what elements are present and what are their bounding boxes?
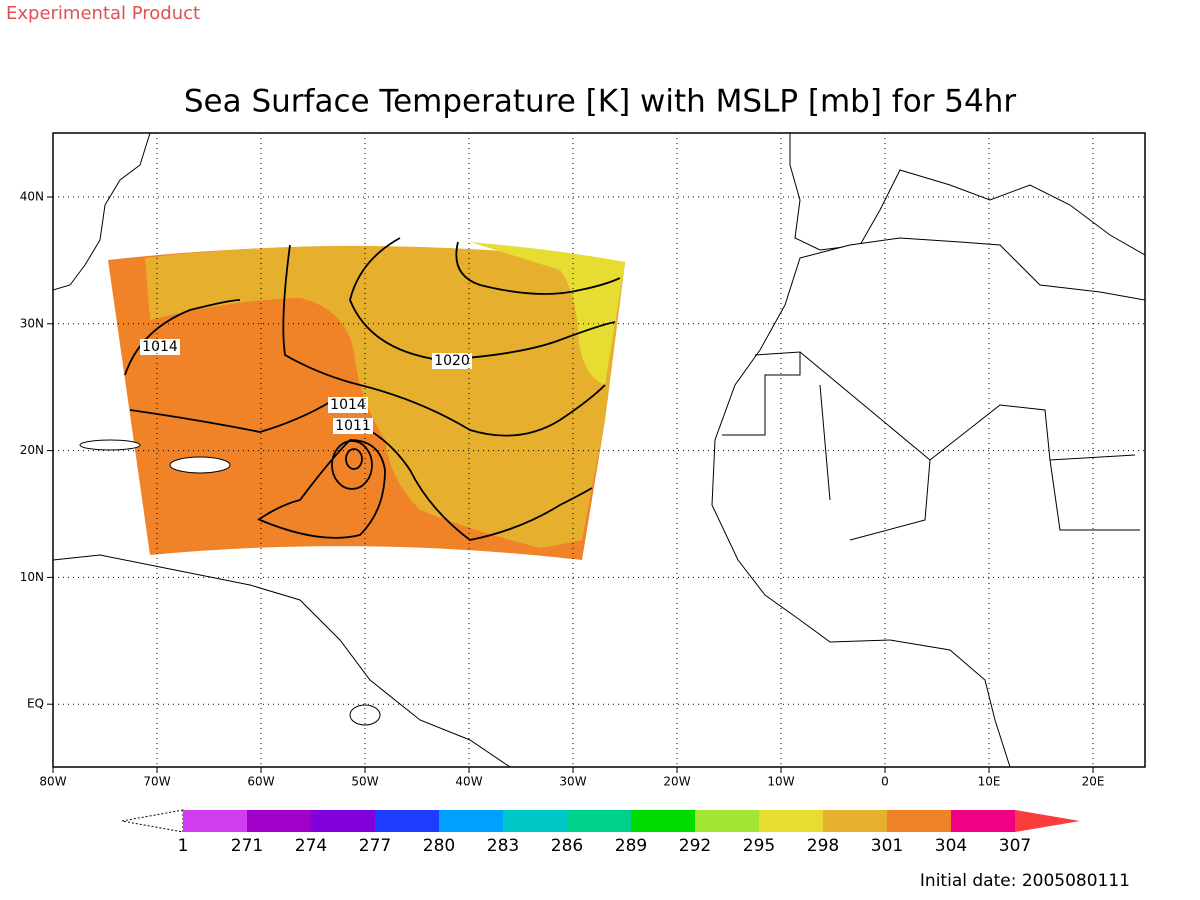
- borders: [722, 351, 1140, 541]
- lon-label: 40W: [455, 775, 482, 789]
- map: [53, 133, 1145, 767]
- colorbar-label: 304: [935, 836, 967, 856]
- colorbar-box: [503, 810, 567, 832]
- sst-gold: [145, 245, 625, 548]
- lat-label: 20N: [20, 443, 44, 457]
- sst-yellow: [470, 242, 625, 385]
- colorbar-box: [375, 810, 439, 832]
- colorbar-label: 271: [231, 836, 263, 856]
- lon-label: 50W: [351, 775, 378, 789]
- contour-label-box: [140, 339, 180, 355]
- contour-label: 1014: [142, 339, 178, 355]
- colorbar-arrow: [1015, 810, 1080, 832]
- colorbar-box: [439, 810, 503, 832]
- south-america: [53, 554, 511, 767]
- colorbar-label: 292: [679, 836, 711, 856]
- lon-label: 10W: [767, 775, 794, 789]
- contour-label: 1020: [434, 353, 470, 369]
- colorbar-box: [887, 810, 951, 832]
- contour-label-box: [328, 397, 368, 413]
- colorbar-label: 1: [178, 836, 189, 856]
- europe: [789, 133, 1145, 256]
- contour-label: 1014: [330, 397, 366, 413]
- island: [349, 704, 381, 726]
- colorbar-label: 280: [423, 836, 455, 856]
- lon-label: 60W: [247, 775, 274, 789]
- colorbar: 1 271 274 277 280 283 286 289 292 295 298 301 304 307: [121, 809, 1080, 856]
- colorbar-box: [183, 810, 247, 832]
- colorbar-box: [247, 810, 311, 832]
- title: Sea Surface Temperature [K] with MSLP [m…: [184, 84, 1017, 120]
- colorbar-box: [311, 810, 375, 832]
- colorbar-box: [951, 810, 1015, 832]
- lat-label: 30N: [20, 316, 44, 330]
- colorbar-box: [759, 810, 823, 832]
- lon-label: 20E: [1082, 775, 1105, 789]
- colorbar-label: 274: [295, 836, 327, 856]
- header: Experimental Product: [6, 3, 200, 24]
- lat-label: EQ: [27, 697, 44, 711]
- colorbar-label: 295: [743, 836, 775, 856]
- colorbar-box: [695, 810, 759, 832]
- footer: Initial date: 2005080111: [920, 871, 1130, 891]
- frame: [52, 132, 1146, 768]
- colorbar-box: [631, 810, 695, 832]
- lat-label: 40N: [20, 190, 44, 204]
- lat-label: 10N: [20, 570, 44, 584]
- colorbar-box: [823, 810, 887, 832]
- lon-label: 10E: [978, 775, 1001, 789]
- colorbar-label: 277: [359, 836, 391, 856]
- contours: [124, 237, 621, 541]
- lon-label: 30W: [559, 775, 586, 789]
- lon-label: 70W: [143, 775, 170, 789]
- north-america: [53, 133, 151, 291]
- contour-label-box: [333, 418, 373, 434]
- africa: [711, 237, 1145, 767]
- colorbar-label: 301: [871, 836, 903, 856]
- colorbar-arrow: [121, 809, 184, 833]
- colorbar-label: 283: [487, 836, 519, 856]
- colorbar-label: 286: [551, 836, 583, 856]
- island: [169, 456, 231, 474]
- island: [79, 439, 141, 451]
- contour-label-box: [432, 353, 472, 369]
- lon-label: 80W: [39, 775, 66, 789]
- colorbar-label: 298: [807, 836, 839, 856]
- colorbar-box: [567, 810, 631, 832]
- lon-label: 0: [881, 775, 889, 789]
- contour-label: 1011: [335, 418, 371, 434]
- lon-label: 20W: [663, 775, 690, 789]
- colorbar-label: 307: [999, 836, 1031, 856]
- contour-labels: 1014 1020 1014 1011: [140, 339, 472, 434]
- colorbar-label: 289: [615, 836, 647, 856]
